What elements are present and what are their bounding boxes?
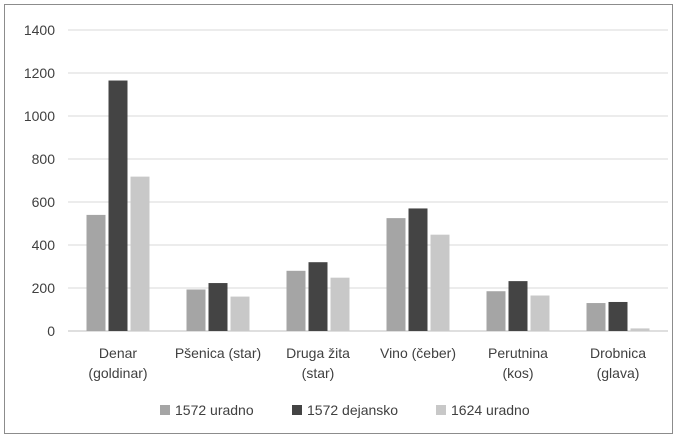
legend-swatch bbox=[436, 405, 446, 415]
legend-swatch bbox=[160, 405, 170, 415]
bar bbox=[130, 176, 150, 331]
bar bbox=[486, 291, 506, 331]
y-axis-labels: 0 200 400 600 800 1000 1200 1400 bbox=[24, 22, 55, 339]
bar bbox=[530, 295, 550, 331]
x-category-label: Vino (čeber) bbox=[380, 345, 456, 361]
x-category-label: (glava) bbox=[597, 365, 640, 381]
x-category-label: (star) bbox=[302, 365, 335, 381]
bars bbox=[86, 80, 650, 332]
bar bbox=[330, 277, 350, 331]
y-tick-label: 400 bbox=[32, 237, 56, 253]
legend-label: 1572 uradno bbox=[175, 402, 254, 418]
bar bbox=[308, 262, 328, 331]
bar bbox=[630, 328, 650, 331]
x-category-label: Denar bbox=[99, 345, 137, 361]
x-category-label: Druga žita bbox=[286, 345, 350, 361]
x-category-label: (kos) bbox=[502, 365, 533, 381]
bar bbox=[208, 283, 228, 331]
legend-swatch bbox=[292, 405, 302, 415]
x-category-label: Drobnica bbox=[590, 345, 646, 361]
bar bbox=[86, 214, 106, 331]
y-tick-label: 600 bbox=[32, 194, 56, 210]
bar bbox=[430, 234, 450, 331]
bar bbox=[108, 80, 128, 332]
y-tick-label: 1000 bbox=[24, 108, 55, 124]
bar bbox=[286, 270, 306, 331]
bar bbox=[230, 296, 250, 331]
x-axis-labels: Denar (goldinar) Pšenica (star) Druga žita (… bbox=[88, 345, 646, 381]
x-category-label: Perutnina bbox=[488, 345, 548, 361]
x-category-label: (goldinar) bbox=[88, 365, 147, 381]
bar bbox=[186, 289, 206, 331]
y-tick-label: 0 bbox=[47, 323, 55, 339]
y-tick-label: 200 bbox=[32, 280, 56, 296]
bar bbox=[508, 281, 528, 331]
x-category-label: Pšenica (star) bbox=[175, 345, 261, 361]
legend-label: 1624 uradno bbox=[451, 402, 530, 418]
y-tick-label: 1200 bbox=[24, 65, 55, 81]
y-tick-label: 1400 bbox=[24, 22, 55, 38]
bar bbox=[608, 301, 628, 331]
gridlines bbox=[68, 29, 668, 332]
y-tick-label: 800 bbox=[32, 151, 56, 167]
legend-label: 1572 dejansko bbox=[307, 402, 398, 418]
legend: 1572 uradno 1572 dejansko 1624 uradno bbox=[160, 402, 530, 418]
bar bbox=[586, 303, 606, 331]
bar bbox=[408, 208, 428, 331]
bar bbox=[386, 218, 406, 331]
